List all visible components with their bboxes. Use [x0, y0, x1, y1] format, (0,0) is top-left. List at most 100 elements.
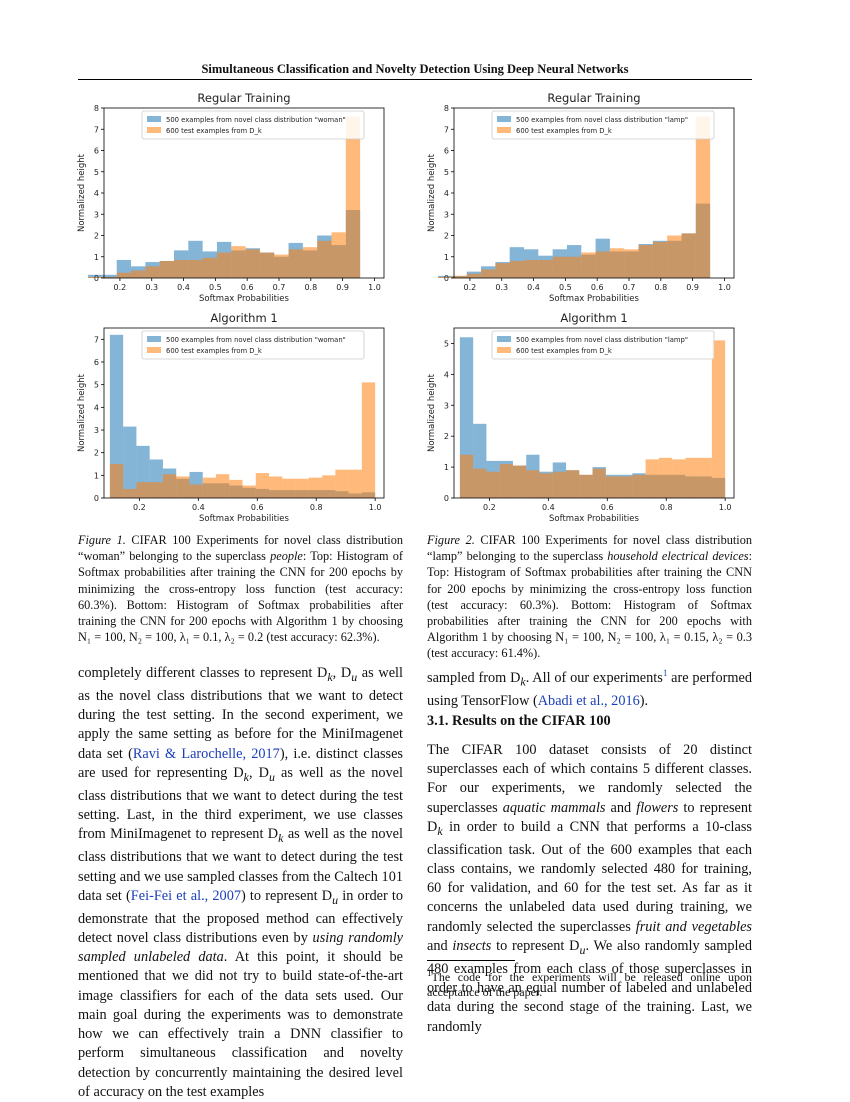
histogram-bar [145, 266, 160, 278]
x-tick-label: 1.0 [369, 503, 382, 512]
y-tick-label: 7 [444, 125, 449, 134]
running-header: Simultaneous Classification and Novelty … [201, 62, 629, 76]
x-tick-label: 0.9 [686, 283, 699, 292]
histogram-bar [109, 334, 124, 498]
footnote-text: The code for the experiments will be rel… [427, 970, 752, 999]
legend-swatch [497, 336, 511, 342]
legend-swatch [147, 127, 161, 133]
histogram-bar [526, 470, 540, 498]
x-tick-label: 0.3 [495, 283, 508, 292]
x-tick-label: 1.0 [719, 503, 732, 512]
histogram-bar [509, 261, 524, 278]
histogram-bar [609, 248, 625, 278]
x-tick-label: 0.9 [336, 283, 349, 292]
caption-text: CIFAR 100 Experiments for novel class di… [78, 533, 403, 564]
plot-frame [453, 327, 735, 499]
footnote-mark: 1 [427, 968, 432, 978]
histogram-bar [159, 261, 174, 278]
histogram-bar [552, 471, 566, 498]
histogram-bar [495, 263, 510, 278]
histogram-bar [274, 254, 289, 278]
caption-text: CIFAR 100 Experiments for novel class di… [427, 533, 752, 564]
x-tick-label: 0.7 [623, 283, 636, 292]
y-tick-label: 0 [94, 274, 99, 283]
histogram-bar [348, 469, 362, 498]
x-tick-label: 0.2 [114, 283, 127, 292]
fig1-top-chart: Regular Training 0 1 2 3 4 5 6 7 8 0.2 0.3 0.4 0.5 0.6… [77, 91, 385, 304]
histogram-bar [242, 485, 256, 498]
x-axis-label: Softmax Probabilities [199, 514, 289, 524]
histogram-bar [695, 116, 711, 278]
x-tick-label: 0.2 [133, 503, 146, 512]
y-tick-label: 5 [444, 168, 449, 177]
fig2-top-chart: Regular Training 0 1 2 3 4 5 6 7 8 0.2 0.3 0.4 0.5 0.6… [427, 91, 735, 304]
y-tick-label: 4 [444, 189, 449, 198]
chart-title: Algorithm 1 [210, 311, 277, 325]
histogram-bar [681, 233, 696, 278]
histogram-bar [109, 464, 124, 498]
histogram-bar [282, 478, 296, 498]
histogram-bar [581, 252, 596, 278]
histogram-bar [466, 273, 482, 278]
legend-entry: 600 test examples from D_k [166, 127, 262, 135]
histogram-bar [202, 257, 217, 278]
x-tick-label: 0.8 [660, 503, 673, 512]
x-axis-label: Softmax Probabilities [549, 514, 639, 524]
histogram-bar [269, 476, 283, 498]
chart-title: Regular Training [197, 91, 290, 105]
histogram-bar [624, 249, 639, 278]
legend-entry: 500 examples from novel class distributi… [166, 336, 346, 344]
header-rule [78, 79, 752, 80]
histogram-bar [88, 276, 103, 278]
y-tick-label: 0 [444, 494, 449, 503]
histogram-bar [579, 474, 593, 498]
y-tick-label: 3 [94, 426, 99, 435]
citation-link[interactable]: Ravi & Larochelle, 2017 [132, 745, 280, 762]
histogram-bar [331, 232, 346, 278]
chart-title: Regular Training [547, 91, 640, 105]
histogram-bar [322, 475, 336, 498]
legend-entry: 600 test examples from D_k [516, 347, 612, 355]
y-tick-label: 1 [444, 463, 449, 472]
chart-legend: 500 examples from novel class distributi… [491, 110, 715, 140]
histogram-bar [259, 252, 275, 278]
citation-link[interactable]: Abadi et al., 2016 [537, 692, 640, 709]
histogram-bar [88, 274, 103, 278]
x-tick-label: 0.2 [464, 283, 477, 292]
y-axis-label: Normalized height [77, 153, 87, 232]
x-tick-label: 0.4 [542, 503, 555, 512]
histogram-bar [672, 459, 686, 498]
histogram-bar [202, 477, 216, 498]
x-tick-label: 0.4 [177, 283, 190, 292]
footnote-marker[interactable]: 1 [662, 668, 668, 678]
y-tick-label: 1 [94, 253, 99, 262]
figure-2-label: Figure 2. [427, 533, 475, 547]
legend-swatch [497, 347, 511, 353]
figure-1-caption: Figure 1. CIFAR 100 Experiments for nove… [78, 532, 403, 645]
histogram-bar [361, 382, 376, 498]
chart-legend: 500 examples from novel class distributi… [141, 330, 365, 360]
x-tick-label: 0.4 [192, 503, 205, 512]
legend-swatch [147, 336, 161, 342]
y-tick-label: 8 [94, 104, 99, 113]
histogram-bar [345, 116, 361, 278]
y-tick-label: 0 [444, 274, 449, 283]
histogram-bar [131, 270, 146, 278]
histogram-bar [459, 454, 474, 498]
x-axis-label: Softmax Probabilities [549, 294, 639, 304]
x-tick-label: 0.5 [209, 283, 222, 292]
x-tick-label: 0.7 [273, 283, 286, 292]
histogram-bar [638, 245, 653, 278]
histogram-bar [188, 259, 203, 278]
citation-link[interactable]: Fei-Fei et al., 2007 [130, 887, 241, 904]
histogram-bar [652, 241, 668, 278]
figure-2-caption: Figure 2. CIFAR 100 Experiments for nove… [427, 532, 752, 662]
legend-swatch [147, 347, 161, 353]
histogram-bar [176, 476, 190, 498]
histogram-bar [605, 476, 620, 498]
histogram-bar [317, 240, 332, 278]
y-tick-label: 2 [444, 232, 449, 241]
histogram-bar [335, 469, 349, 498]
histogram-bar [512, 465, 527, 498]
caption-italic: household electrical devices [607, 549, 749, 564]
